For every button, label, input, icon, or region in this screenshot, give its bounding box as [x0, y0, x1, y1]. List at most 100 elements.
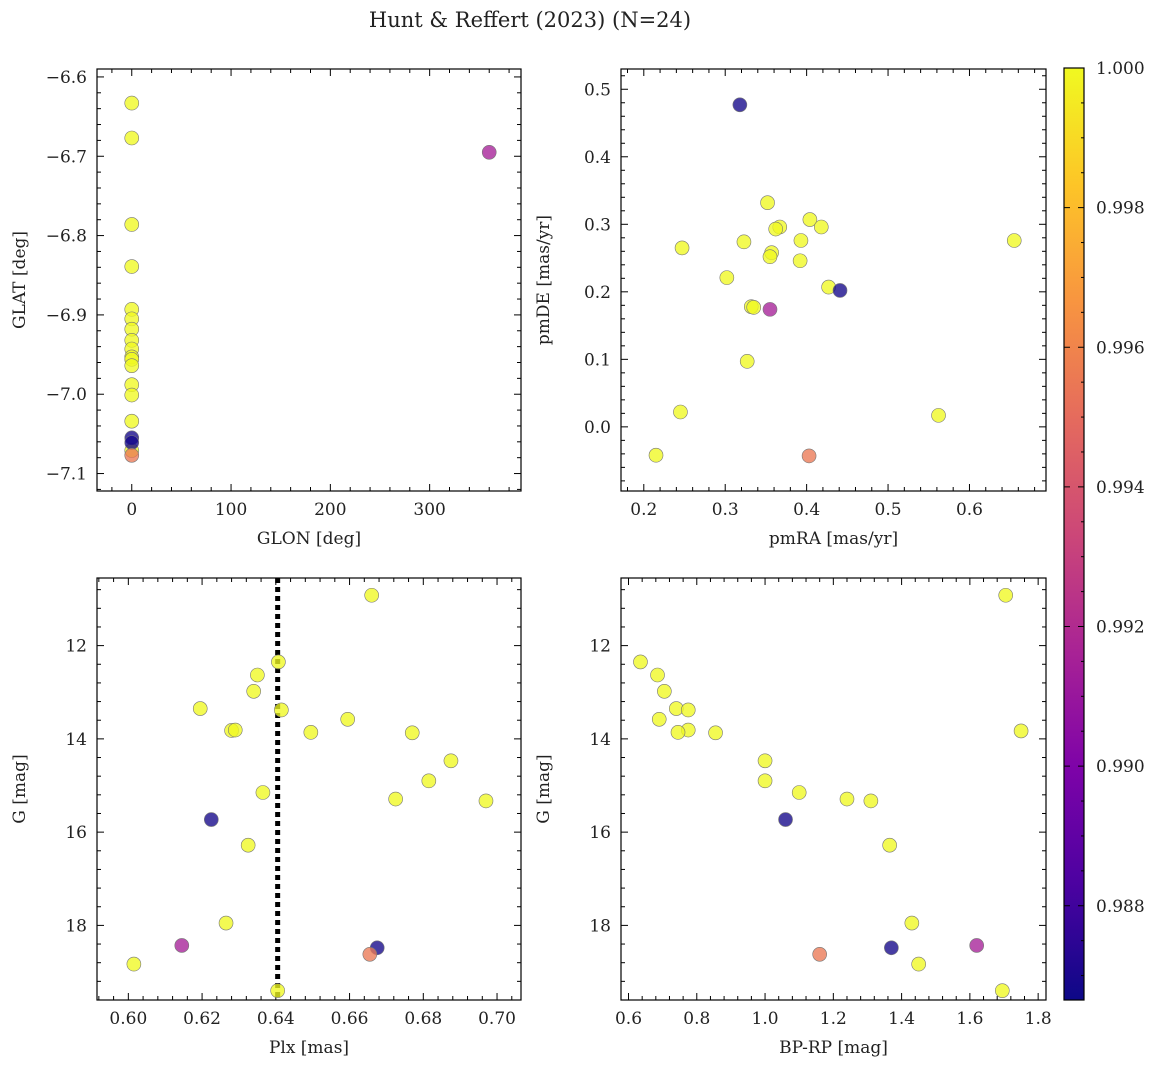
data-point: [388, 791, 403, 807]
y-tick-label: −6.9: [46, 306, 87, 326]
data-point: [250, 667, 265, 683]
x-tick-label: 0.4: [793, 500, 820, 520]
data-point: [757, 773, 773, 789]
data-point: [124, 435, 140, 450]
y-axis-label: G [mag]: [10, 754, 30, 823]
scatter-points: [633, 587, 1029, 998]
data-point: [1006, 233, 1022, 248]
data-point: [126, 956, 142, 972]
colorbar-tick-label: 0.988: [1096, 897, 1145, 917]
data-point: [271, 654, 286, 670]
data-point: [303, 725, 319, 740]
data-point: [931, 408, 946, 423]
x-axis-label: Plx [mas]: [269, 1038, 349, 1058]
data-point: [832, 283, 848, 298]
x-tick-label: 0.70: [478, 1009, 516, 1029]
panel-glon-glat: 0 100 200 300 −7.1 −7.0 −6.9 −6.8 −6.7 −6.6 GLON […: [10, 68, 522, 549]
data-point: [746, 300, 762, 315]
data-point: [882, 837, 897, 853]
data-point: [670, 725, 686, 740]
figure-title: Hunt & Reffert (2023) (N=24): [369, 8, 691, 32]
panel-pmra-pmde: 0.2 0.3 0.4 0.5 0.6 0.0 0.1 0.2 0.3 0.4 0.5 pmRA [m…: [534, 68, 1047, 549]
scatter-points: [126, 587, 494, 998]
data-point: [481, 144, 497, 160]
data-point: [736, 234, 752, 250]
axis-ticks: [97, 69, 521, 491]
x-tick-label: 1.6: [956, 1009, 983, 1029]
x-tick-label: 0.2: [630, 500, 657, 520]
x-tick-label: 300: [413, 500, 445, 520]
data-point: [839, 791, 855, 807]
x-tick-label: 1.4: [888, 1009, 915, 1029]
data-point: [124, 387, 140, 403]
x-tick-label: 1.0: [752, 1009, 779, 1029]
axes-frame: [96, 68, 522, 492]
y-tick-label: −7.0: [46, 385, 87, 405]
x-tick-label: 0.6: [956, 500, 983, 520]
data-point: [813, 219, 829, 235]
data-point: [270, 983, 285, 998]
data-point: [792, 253, 808, 269]
y-tick-label: 16: [65, 823, 87, 843]
data-point: [255, 785, 271, 800]
axis-ticks: [621, 578, 1046, 1000]
colorbar-tick-label: 0.996: [1096, 338, 1145, 358]
data-point: [633, 654, 648, 670]
data-point: [674, 240, 690, 256]
x-tick-label: 200: [314, 500, 346, 520]
data-point: [904, 915, 920, 931]
data-point: [812, 947, 827, 962]
x-tick-label: 0.60: [109, 1009, 147, 1029]
data-point: [732, 97, 748, 113]
y-tick-label: 0.5: [584, 80, 611, 100]
data-point: [443, 753, 459, 769]
data-point: [648, 447, 664, 463]
x-tick-label: 0.3: [712, 500, 739, 520]
data-point: [719, 270, 735, 285]
axes-frame: [620, 68, 1047, 492]
x-tick-label: 100: [215, 500, 247, 520]
y-tick-label: 0.3: [584, 215, 611, 235]
data-point: [203, 812, 219, 827]
panel-plx-g: 0.60 0.62 0.64 0.66 0.68 0.70 12 14 16 18 Plx [mas…: [10, 577, 522, 1058]
data-point: [478, 793, 494, 809]
data-point: [762, 249, 778, 265]
data-point: [760, 195, 775, 210]
colorbar-tick-label: 0.998: [1096, 199, 1145, 219]
axes-frame: [96, 577, 522, 1001]
y-tick-label: 12: [65, 637, 87, 657]
data-point: [124, 217, 140, 232]
data-point: [421, 773, 437, 789]
data-point: [274, 702, 289, 718]
data-point: [227, 722, 243, 738]
data-point: [124, 130, 140, 146]
x-tick-label: 0.66: [331, 1009, 369, 1029]
data-point: [911, 956, 926, 972]
x-tick-label: 0.62: [183, 1009, 221, 1029]
axes-frame: [620, 577, 1047, 1001]
x-tick-label: 0: [126, 500, 137, 520]
data-point: [998, 587, 1014, 603]
y-tick-label: 14: [589, 730, 611, 750]
axis-ticks: [97, 578, 521, 1000]
data-point: [995, 983, 1010, 998]
x-tick-label: 0.6: [615, 1009, 642, 1029]
y-tick-label: 12: [589, 637, 611, 657]
data-point: [192, 701, 208, 716]
data-point: [246, 684, 261, 699]
x-tick-label: 1.2: [820, 1009, 847, 1029]
y-tick-label: −6.7: [46, 147, 87, 167]
y-tick-label: −7.1: [46, 465, 87, 485]
x-tick-label: 0.5: [875, 500, 902, 520]
axis-ticks: [621, 69, 1046, 491]
data-point: [657, 684, 672, 699]
y-axis-label: GLAT [deg]: [10, 231, 30, 329]
y-tick-label: 16: [589, 823, 611, 843]
data-point: [124, 95, 140, 111]
data-point: [362, 947, 378, 962]
colorbar-tick-label: 1.000: [1096, 59, 1145, 79]
y-tick-label: −6.8: [46, 227, 87, 247]
data-point: [793, 233, 809, 248]
data-point: [768, 221, 783, 237]
